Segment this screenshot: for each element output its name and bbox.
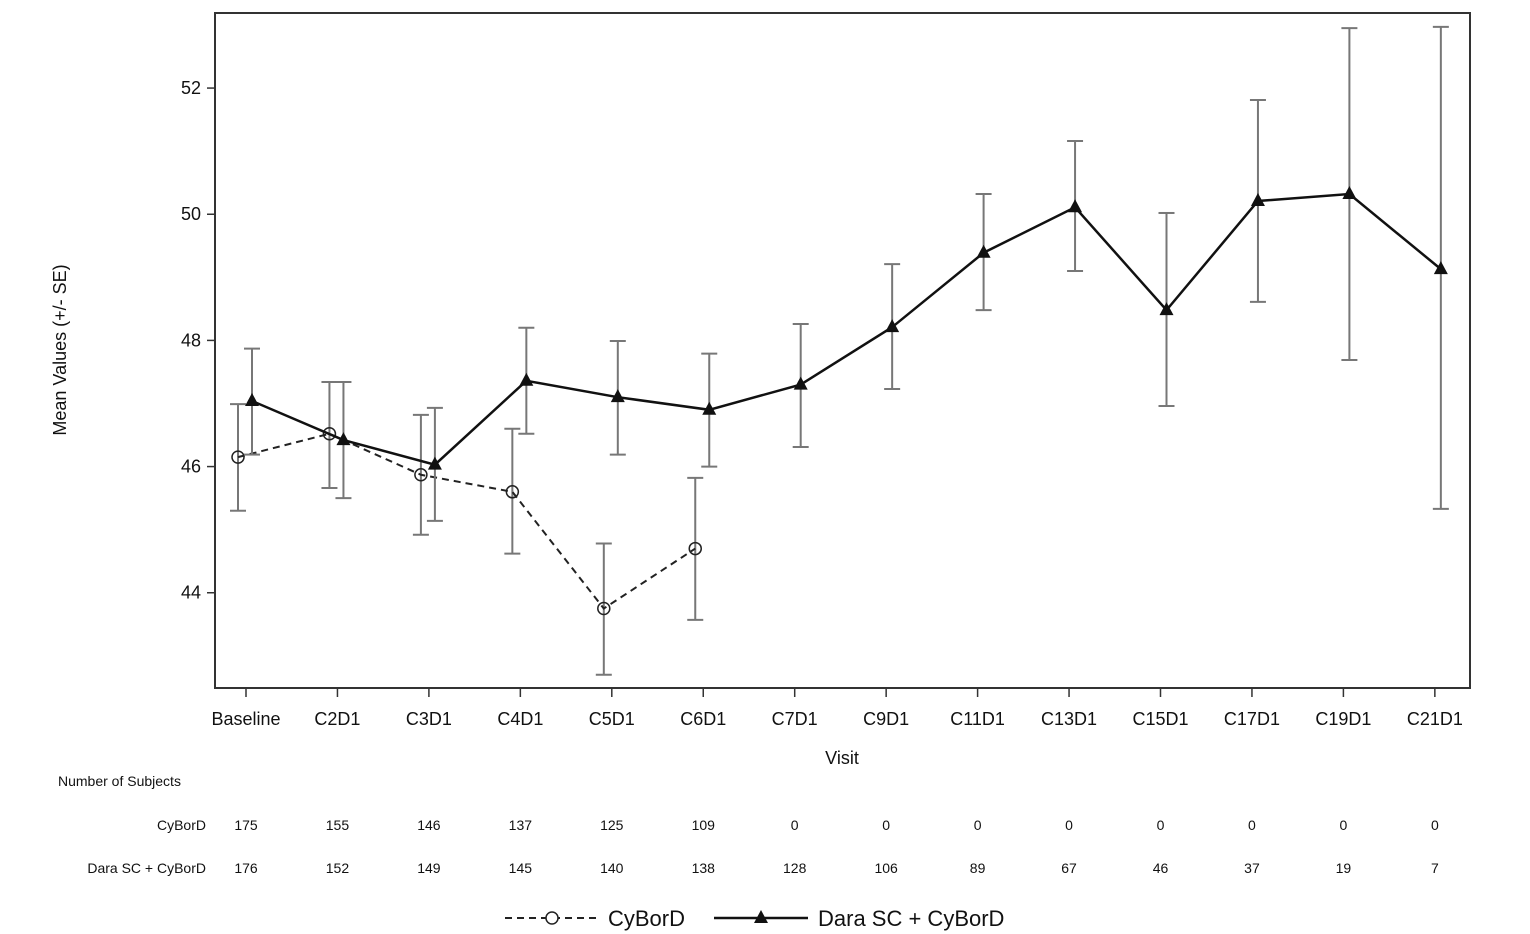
data-point: [414, 468, 428, 482]
subjects-count: 106: [874, 860, 898, 876]
data-point: [885, 319, 900, 333]
x-tick-label: Baseline: [211, 709, 280, 729]
subjects-count: 149: [417, 860, 441, 876]
data-point: [322, 427, 337, 441]
subjects-count: 176: [234, 860, 258, 876]
data-point: [1433, 261, 1448, 275]
subjects-count: 19: [1336, 860, 1352, 876]
legend-label-cybord: CyBorD: [608, 906, 685, 931]
subjects-row-label-cybord: CyBorD: [157, 817, 206, 833]
subjects-count: 128: [783, 860, 807, 876]
subjects-count: 138: [692, 860, 716, 876]
x-tick-label: C4D1: [497, 709, 543, 729]
data-point: [793, 376, 808, 390]
subjects-count: 175: [234, 817, 258, 833]
data-point: [336, 432, 351, 446]
x-tick-label: C9D1: [863, 709, 909, 729]
subjects-count: 46: [1153, 860, 1169, 876]
series-dara: [244, 25, 1449, 522]
subjects-count: 140: [600, 860, 624, 876]
data-point: [231, 450, 245, 464]
data-point: [427, 456, 442, 470]
subjects-count: 137: [509, 817, 533, 833]
x-tick-label: C7D1: [772, 709, 818, 729]
subjects-count: 0: [1065, 817, 1073, 833]
y-tick-label: 44: [181, 583, 201, 603]
x-tick-label: C15D1: [1132, 709, 1188, 729]
plot-frame: [214, 12, 1471, 689]
x-tick-label: C6D1: [680, 709, 726, 729]
error-bar: [504, 427, 521, 555]
data-point: [245, 392, 259, 406]
series-line: [237, 432, 696, 610]
x-axis-label: Visit: [825, 748, 859, 768]
subjects-row-label-dara: Dara SC + CyBorD: [87, 860, 206, 876]
data-point: [505, 485, 520, 499]
subjects-table: 175 155 146 137 125 109 0 0 0 0 0 0 0 0 176 152 149 145 14…: [234, 817, 1439, 876]
subjects-count: 0: [974, 817, 982, 833]
data-point: [1342, 186, 1357, 200]
y-axis: 44 46 48 50 52: [181, 78, 215, 603]
subjects-count: 125: [600, 817, 624, 833]
subjects-count: 146: [417, 817, 441, 833]
series-cybord: [230, 381, 704, 676]
subjects-count: 0: [1248, 817, 1256, 833]
y-tick-label: 52: [181, 78, 201, 98]
y-tick-label: 46: [181, 457, 201, 477]
y-tick-label: 50: [181, 204, 201, 224]
x-tick-label: C3D1: [406, 709, 452, 729]
subjects-count: 145: [509, 860, 533, 876]
subjects-count: 67: [1061, 860, 1077, 876]
legend-label-dara: Dara SC + CyBorD: [818, 906, 1004, 931]
x-tick-label: C11D1: [950, 709, 1005, 729]
x-tick-label: C19D1: [1315, 709, 1371, 729]
subjects-count: 0: [1157, 817, 1165, 833]
x-tick-label: C17D1: [1224, 709, 1280, 729]
data-point: [519, 372, 534, 386]
legend-marker-dara: [754, 910, 768, 923]
x-tick-label: C5D1: [589, 709, 635, 729]
data-point: [688, 541, 702, 556]
y-tick-label: 48: [181, 330, 201, 350]
subjects-count: 155: [326, 817, 350, 833]
y-axis-label: Mean Values (+/- SE): [50, 264, 70, 435]
error-bar: [230, 403, 246, 512]
subjects-count: 152: [326, 860, 350, 876]
data-point: [1068, 199, 1083, 213]
plot-marks: [230, 25, 1449, 676]
data-point: [597, 601, 611, 616]
legend: CyBorD Dara SC + CyBorD: [505, 906, 1004, 931]
data-point: [976, 244, 991, 258]
subjects-count: 0: [882, 817, 890, 833]
subjects-count: 37: [1244, 860, 1260, 876]
subjects-table-title: Number of Subjects: [58, 773, 181, 789]
x-tick-label: C2D1: [314, 709, 360, 729]
legend-marker-cybord: [545, 911, 559, 925]
data-point: [1250, 192, 1265, 206]
x-axis: Baseline C2D1 C3D1 C4D1 C5D1 C6D1 C7D1 C9D1 C11D…: [211, 688, 1463, 729]
data-point: [702, 401, 717, 415]
subjects-count: 109: [692, 817, 716, 833]
data-point: [1159, 302, 1174, 316]
series-line: [251, 192, 1442, 467]
x-tick-label: C13D1: [1041, 709, 1097, 729]
x-tick-label: C21D1: [1407, 709, 1463, 729]
subjects-count: 89: [970, 860, 986, 876]
subjects-count: 0: [791, 817, 799, 833]
subjects-count: 7: [1431, 860, 1439, 876]
subjects-count: 0: [1340, 817, 1348, 833]
data-point: [610, 389, 625, 403]
subjects-count: 0: [1431, 817, 1439, 833]
